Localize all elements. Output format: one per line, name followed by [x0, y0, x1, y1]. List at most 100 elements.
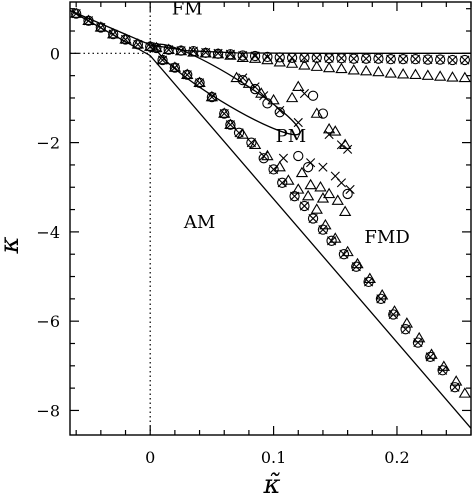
data-point-cross — [343, 144, 353, 154]
data-point-cross — [299, 201, 310, 211]
data-point-circle — [307, 90, 319, 101]
data-point-circle — [277, 177, 288, 188]
data-point-cross — [207, 92, 217, 102]
data-point-circle — [373, 53, 384, 64]
data-point-triangle — [310, 107, 323, 118]
data-point-triangle — [446, 71, 459, 82]
data-point-circle — [249, 50, 261, 62]
data-point-triangle — [267, 93, 280, 105]
data-point-triangle — [285, 57, 299, 68]
plot-frame — [69, 1, 472, 436]
data-point-triangle — [131, 38, 145, 49]
data-point-circle — [400, 324, 411, 335]
data-point-circle — [299, 52, 310, 63]
data-point-circle — [412, 337, 424, 348]
data-point-triangle — [388, 305, 401, 316]
data-point-circle — [348, 53, 359, 64]
data-point-circle — [351, 261, 362, 272]
data-point-triangle — [421, 69, 434, 80]
data-point-cross — [423, 54, 433, 65]
data-point-cross — [410, 54, 421, 64]
axis-ticks: 0 0.1 0.2 0 −2 −4 −6 −8 — [36, 2, 472, 467]
data-point-circle — [262, 51, 273, 63]
y-tick-label: −4 — [36, 223, 60, 242]
data-point-cross — [336, 178, 347, 188]
data-point-triangle — [82, 14, 95, 25]
data-point-circle — [397, 53, 409, 65]
data-point-triangle — [230, 71, 243, 83]
data-point-circle — [274, 52, 285, 63]
data-point-cross — [349, 54, 359, 64]
data-point-circle — [307, 213, 319, 224]
data-point-cross — [170, 63, 180, 73]
chart-marks — [69, 2, 472, 435]
y-tick-label: −2 — [36, 134, 60, 153]
data-point-cross — [308, 213, 318, 224]
data-point-triangle — [341, 245, 354, 257]
data-point-triangle — [248, 138, 262, 150]
data-point-circle — [233, 127, 245, 138]
data-point-triangle — [119, 33, 132, 44]
data-point-cross — [96, 22, 106, 33]
data-point-triangle — [310, 203, 323, 214]
data-point-circle — [410, 53, 421, 65]
data-point-triangle — [168, 61, 182, 72]
data-point-circle — [286, 52, 298, 63]
data-point-triangle — [193, 76, 206, 87]
data-point-circle — [447, 54, 458, 66]
data-point-triangle — [242, 77, 256, 88]
data-point-circle — [435, 54, 446, 65]
x-axis-label: κ̃ — [262, 470, 280, 500]
data-point-triangle — [396, 68, 410, 79]
data-point-triangle — [331, 194, 344, 205]
data-point-triangle — [205, 90, 219, 102]
data-point-cross — [219, 109, 229, 119]
data-point-triangle — [319, 218, 332, 230]
data-point-cross — [318, 162, 328, 172]
data-point-circle — [302, 162, 314, 173]
data-point-cross — [306, 158, 316, 168]
data-point-circle — [317, 108, 329, 119]
data-point-triangle — [144, 40, 157, 51]
data-point-circle — [385, 53, 396, 65]
data-point-cross — [312, 53, 322, 63]
data-point-triangle — [255, 87, 268, 98]
data-point-cross — [157, 55, 168, 65]
boundary-line-lower-boundary — [69, 9, 472, 429]
data-point-triangle — [174, 44, 188, 56]
data-point-triangle — [363, 272, 376, 283]
data-point-cross — [71, 9, 81, 19]
data-point-circle — [246, 137, 257, 148]
data-point-cross — [326, 236, 337, 246]
data-point-triangle — [347, 64, 360, 75]
axis-labels: κ̃ κ — [0, 236, 281, 500]
data-point-cross — [324, 53, 334, 63]
data-point-cross — [246, 138, 256, 148]
data-point-triangle — [248, 52, 262, 63]
data-point-triangle — [156, 53, 169, 65]
data-point-cross — [425, 352, 435, 362]
data-point-triangle — [181, 68, 194, 79]
data-point-triangle — [150, 41, 163, 53]
data-point-cross — [225, 49, 235, 59]
x-tick-label: 0.2 — [384, 448, 409, 467]
data-point-triangle — [273, 55, 286, 67]
data-point-cross — [268, 164, 279, 174]
region-label-fmd: FMD — [364, 227, 409, 248]
boundary-ellipse — [155, 43, 301, 136]
region-label-pm: PM — [276, 126, 307, 147]
data-point-triangle — [261, 53, 274, 65]
data-point-triangle — [295, 166, 309, 178]
data-point-cross — [450, 382, 460, 392]
data-point-cross — [447, 55, 458, 65]
data-point-circle — [237, 50, 248, 61]
data-point-triangle — [425, 348, 438, 359]
data-point-cross — [339, 249, 349, 259]
data-point-cross — [83, 16, 94, 26]
data-point-circle — [459, 54, 470, 66]
data-point-cross — [213, 48, 223, 58]
data-point-cross — [401, 324, 411, 334]
data-point-triangle — [335, 62, 348, 74]
data-point-triangle — [285, 91, 299, 103]
